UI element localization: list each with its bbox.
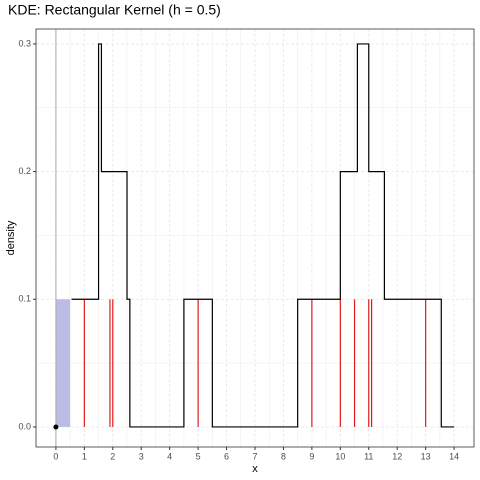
x-tick-label: 7 (252, 451, 257, 461)
chart-title: KDE: Rectangular Kernel (h = 0.5) (8, 2, 221, 18)
x-tick-label: 5 (196, 451, 201, 461)
panel-border (35, 28, 475, 448)
x-tick-label: 10 (335, 451, 345, 461)
x-tick-label: 11 (364, 451, 373, 461)
x-tick-label: 8 (281, 451, 286, 461)
x-tick-label: 4 (167, 451, 172, 461)
x-tick-label: 14 (449, 451, 459, 461)
y-tick-label: 0.1 (18, 294, 31, 304)
y-axis-label: density (5, 220, 17, 255)
x-tick-label: 0 (53, 451, 58, 461)
panel (36, 29, 474, 447)
x-tick-label: 12 (392, 451, 402, 461)
point (53, 424, 59, 430)
y-tick-label: 0.3 (18, 38, 31, 48)
x-tick-label: 3 (139, 451, 144, 461)
x-tick-label: 1 (82, 451, 87, 461)
density-line (71, 43, 455, 428)
x-tick-label: 9 (309, 451, 314, 461)
kernel-window (55, 299, 71, 427)
y-tick-label: 0.0 (18, 421, 31, 431)
x-tick-label: 13 (421, 451, 431, 461)
x-tick-label: 6 (224, 451, 229, 461)
x-tick-label: 2 (110, 451, 115, 461)
y-tick-label: 0.2 (18, 166, 31, 176)
x-axis-label: x (252, 463, 258, 475)
